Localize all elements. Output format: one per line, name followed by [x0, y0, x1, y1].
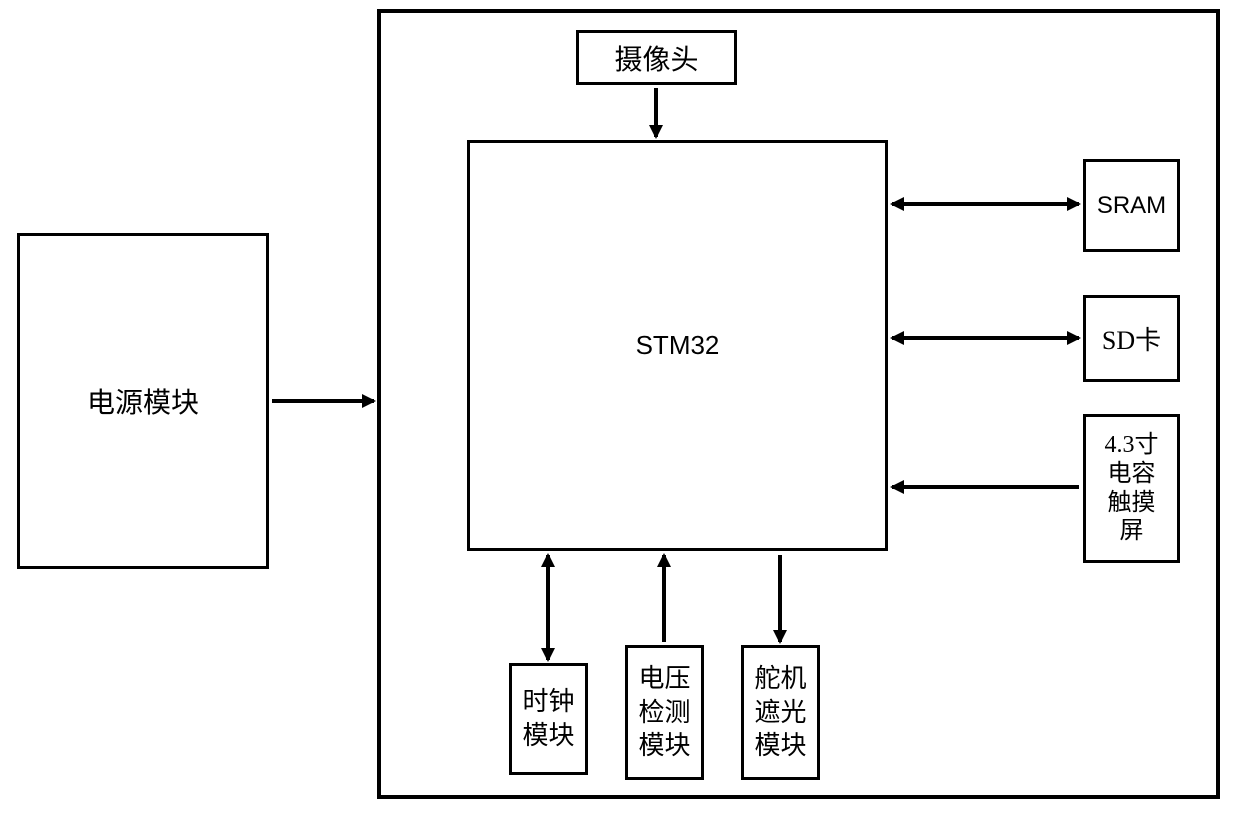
- clock-module-label: 时钟 模块: [522, 685, 574, 753]
- power-module-box: 电源模块: [17, 233, 269, 569]
- touchscreen-box: 4.3寸 电容 触摸 屏: [1083, 414, 1180, 563]
- clock-module-box: 时钟 模块: [509, 663, 588, 775]
- stm32-box: STM32: [467, 140, 888, 551]
- camera-box: 摄像头: [576, 30, 737, 85]
- sdcard-box: SD卡: [1083, 295, 1180, 382]
- sdcard-label: SD卡: [1102, 320, 1161, 357]
- voltage-module-label: 电压 检测 模块: [638, 662, 690, 763]
- sram-box: SRAM: [1083, 159, 1180, 252]
- touchscreen-label: 4.3寸 电容 触摸 屏: [1105, 431, 1159, 546]
- sram-label: SRAM: [1097, 192, 1166, 220]
- servo-module-label: 舵机 遮光 模块: [754, 662, 806, 763]
- voltage-module-box: 电压 检测 模块: [625, 645, 704, 780]
- power-module-label: 电源模块: [87, 381, 199, 421]
- camera-label: 摄像头: [614, 38, 698, 78]
- servo-module-box: 舵机 遮光 模块: [741, 645, 820, 780]
- stm32-label: STM32: [636, 330, 720, 361]
